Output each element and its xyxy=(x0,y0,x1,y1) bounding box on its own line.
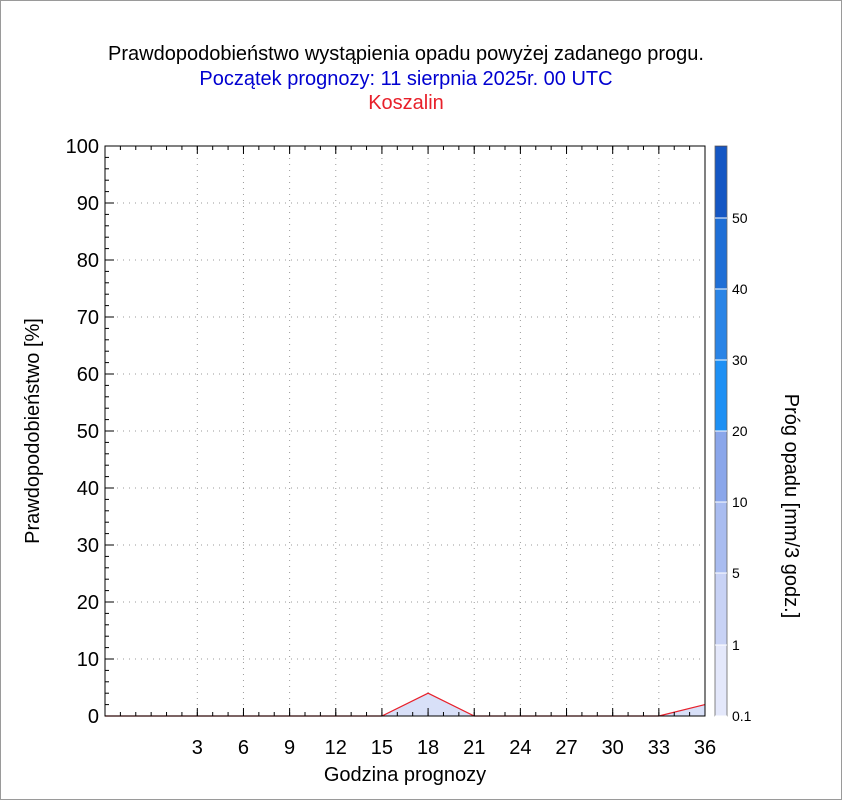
colorbar-tick-label: 50 xyxy=(732,210,748,226)
colorbar-band xyxy=(715,147,727,218)
x-axis-label: Godzina prognozy xyxy=(324,764,486,786)
x-tick-label: 9 xyxy=(284,737,295,759)
colorbar-tick-label: 5 xyxy=(732,565,740,581)
y-axis-label: Prawdopodobieństwo [%] xyxy=(22,318,44,544)
y-tick-label: 20 xyxy=(77,592,99,614)
forecast-start-subtitle: Początek prognozy: 11 sierpnia 2025r. 00… xyxy=(199,68,613,90)
y-tick-label: 100 xyxy=(66,136,99,158)
y-tick-label: 90 xyxy=(77,193,99,215)
colorbar-band xyxy=(715,502,727,573)
y-tick-label: 30 xyxy=(77,535,99,557)
colorbar-tick-label: 0.1 xyxy=(732,708,752,724)
colorbar-tick-label: 20 xyxy=(732,423,748,439)
y-tick-label: 60 xyxy=(77,364,99,386)
colorbar-band xyxy=(715,431,727,502)
y-tick-label: 10 xyxy=(77,649,99,671)
series-area xyxy=(105,693,705,716)
y-tick-label: 40 xyxy=(77,478,99,500)
colorbar-tick-label: 30 xyxy=(732,352,748,368)
x-tick-label: 24 xyxy=(509,737,531,759)
x-tick-label: 12 xyxy=(325,737,347,759)
chart-title: Prawdopodobieństwo wystąpienia opadu pow… xyxy=(108,43,704,65)
y-tick-label: 50 xyxy=(77,421,99,443)
colorbar-label: Próg opadu [mm/3 godz.] xyxy=(780,394,802,619)
location-name: Koszalin xyxy=(368,92,444,114)
x-tick-label: 33 xyxy=(648,737,670,759)
colorbar-tick-label: 1 xyxy=(732,637,740,653)
x-tick-label: 3 xyxy=(192,737,203,759)
y-tick-label: 80 xyxy=(77,250,99,272)
colorbar-band xyxy=(715,146,727,147)
x-tick-label: 30 xyxy=(602,737,624,759)
colorbar-band xyxy=(715,645,727,716)
y-tick-label: 0 xyxy=(88,706,99,728)
y-tick-label: 70 xyxy=(77,307,99,329)
colorbar-band xyxy=(715,218,727,289)
colorbar-band xyxy=(715,289,727,360)
colorbar-tick-label: 40 xyxy=(732,281,748,297)
x-tick-label: 6 xyxy=(238,737,249,759)
x-tick-label: 27 xyxy=(555,737,577,759)
colorbar-band xyxy=(715,360,727,431)
x-tick-label: 21 xyxy=(463,737,485,759)
colorbar-tick-label: 10 xyxy=(732,494,748,510)
x-tick-label: 15 xyxy=(371,737,393,759)
x-tick-label: 36 xyxy=(694,737,716,759)
colorbar-band xyxy=(715,573,727,645)
x-tick-label: 18 xyxy=(417,737,439,759)
